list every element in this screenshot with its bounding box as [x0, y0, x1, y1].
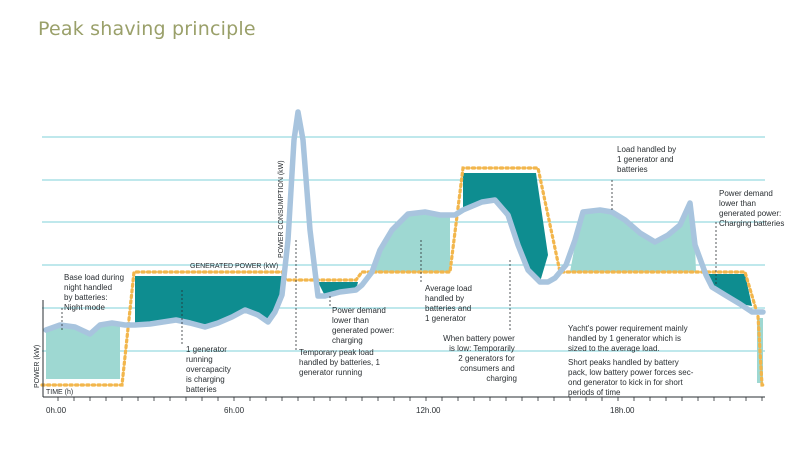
generated-power-label: GENERATED POWER (kW): [190, 263, 278, 270]
tick-label-0h: 0h.00: [46, 406, 67, 415]
charge-area-morning: [372, 212, 450, 272]
annotation-demand-lower-charging-batteries: Power demand lower than generated power:…: [719, 189, 784, 228]
y-axis-label: POWER (kW): [34, 345, 41, 388]
annotation-one-generator-batteries: Load handled by 1 generator and batterie…: [617, 145, 678, 174]
power-consumption-line: [43, 109, 766, 337]
tick-label-6h: 6h.00: [224, 406, 245, 415]
leader-lines: [61, 180, 717, 352]
annotation-average-load: Average load handled by batteries and 1 …: [425, 284, 474, 323]
generated-power-line: [40, 166, 767, 387]
annotation-battery-low: When battery power is low: Temporarily 2…: [443, 334, 517, 383]
discharge-area-morning: [135, 276, 282, 327]
page-title: Peak shaving principle: [38, 18, 256, 40]
annotation-short-peaks: Short peaks handled by battery pack, low…: [568, 358, 696, 397]
tick-label-12h: 12h.00: [416, 406, 441, 415]
charge-area-afternoon: [570, 203, 696, 272]
annotation-demand-lower-charging: Power demand lower than generated power:…: [332, 306, 397, 345]
charge-area-night: [46, 323, 120, 379]
annotation-temporary-peak: Temporary peak load handled by batteries…: [299, 348, 382, 377]
x-axis-label: TIME (h): [46, 389, 73, 396]
annotation-base-load: Base load during night handled by batter…: [64, 273, 126, 312]
discharge-area-evening: [708, 274, 752, 306]
annotation-yacht-requirement: Yacht's power requirement mainly handled…: [568, 324, 690, 353]
discharge-area-midday: [463, 173, 548, 282]
x-ticks: [57, 397, 763, 401]
tick-label-18h: 18h.00: [610, 406, 635, 415]
annotation-one-generator-running: 1 generator running overcapacity is char…: [186, 345, 233, 394]
power-consumption-label: POWER CONSUMPTION (kW): [278, 160, 285, 258]
